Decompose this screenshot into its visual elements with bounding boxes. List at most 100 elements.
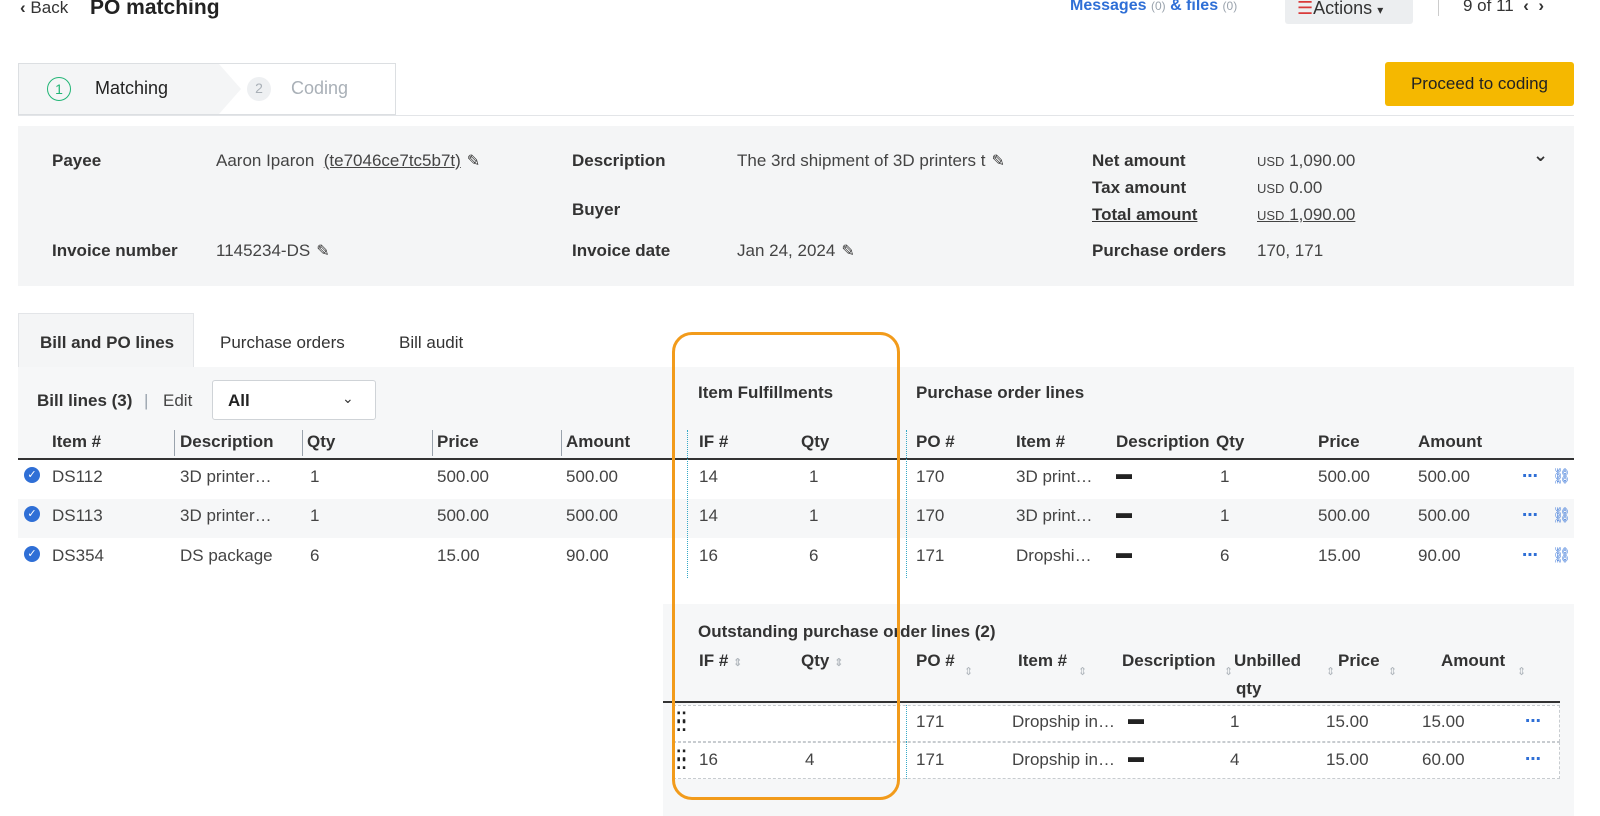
- cell-if-qty: 1: [809, 467, 819, 486]
- cell-po-amount: 500.00: [1418, 506, 1470, 525]
- cell-amount: 500.00: [566, 506, 618, 525]
- description-value: The 3rd shipment of 3D printers t ✎: [737, 151, 1005, 171]
- messages-count: (0): [1150, 0, 1166, 13]
- cell-if-qty: 1: [809, 506, 819, 525]
- tax-amount-value: USD 0.00: [1257, 178, 1322, 198]
- cell-if: 16: [699, 546, 718, 565]
- col-out-qty-label: Qty: [801, 651, 830, 670]
- col-out-if-label: IF #: [699, 651, 729, 670]
- edit-payee-icon[interactable]: ✎: [466, 153, 481, 170]
- fulfillment-divider: [687, 430, 688, 578]
- col-out-price[interactable]: Price: [1338, 651, 1380, 670]
- more-icon[interactable]: ⋯: [1522, 468, 1539, 485]
- prev-icon[interactable]: ‹: [1523, 0, 1529, 15]
- col-divider: [432, 430, 433, 456]
- edit-invoice-date-icon[interactable]: ✎: [841, 243, 855, 260]
- cell-po-qty: 1: [1220, 506, 1230, 525]
- col-out-amount[interactable]: Amount: [1441, 651, 1506, 670]
- messages-files-link[interactable]: Messages (0) & files (0): [1070, 0, 1237, 15]
- currency: USD: [1257, 181, 1285, 196]
- cell-out-item: Dropship in…: [1012, 712, 1115, 731]
- step-arrow: [219, 64, 241, 114]
- tab-bill-audit[interactable]: Bill audit: [399, 333, 464, 352]
- more-icon[interactable]: ⋯: [1522, 507, 1539, 524]
- tax-amount: 0.00: [1289, 178, 1323, 197]
- col-po-price: Price: [1318, 432, 1360, 451]
- cell-po-item: Dropshi…: [1016, 546, 1092, 565]
- step2-label[interactable]: Coding: [291, 78, 349, 98]
- col-out-po[interactable]: PO #: [916, 651, 955, 670]
- total-amount-label[interactable]: Total amount: [1092, 205, 1198, 224]
- unlink-icon[interactable]: ⛓: [1552, 507, 1572, 524]
- matched-check-icon: ✓: [24, 467, 40, 483]
- back-link[interactable]: ‹ Back: [20, 0, 68, 18]
- col-price: Price: [437, 432, 479, 451]
- table-row[interactable]: [18, 538, 1574, 577]
- outstanding-row[interactable]: [673, 705, 1560, 742]
- sort-icon: ⇕: [1517, 666, 1527, 678]
- menu-icon: ☰: [1297, 0, 1314, 18]
- col-amount: Amount: [566, 432, 631, 451]
- sort-icon: ⇕: [1224, 666, 1234, 678]
- more-icon[interactable]: ⋯: [1525, 751, 1542, 768]
- cell-out-unbilled: 4: [1230, 750, 1240, 769]
- drag-handle-icon[interactable]: ⁚⁚ ⁚⁚: [676, 747, 687, 772]
- col-out-description[interactable]: Description: [1122, 651, 1216, 670]
- cell-po-item: 3D print…: [1016, 506, 1093, 525]
- edit-link[interactable]: Edit: [163, 391, 193, 410]
- description-label: Description: [572, 151, 666, 170]
- proceed-to-coding-button[interactable]: Proceed to coding: [1385, 62, 1574, 106]
- sort-icon: ⇕: [1326, 666, 1336, 678]
- outstanding-row[interactable]: [673, 742, 1560, 779]
- cell-po-qty: 1: [1220, 467, 1230, 486]
- pager: 9 of 11 ‹ ›: [1438, 0, 1544, 16]
- unlink-icon[interactable]: ⛓: [1552, 547, 1572, 564]
- net-amount: 1,090.00: [1289, 151, 1356, 170]
- invoice-date-label: Invoice date: [572, 241, 671, 260]
- table-row[interactable]: [18, 499, 1574, 538]
- page-title: PO matching: [90, 0, 220, 19]
- sort-icon: ⇕: [964, 666, 974, 678]
- col-out-if[interactable]: IF # ⇕: [699, 651, 742, 671]
- cell-qty: 1: [310, 506, 320, 525]
- more-icon[interactable]: ⋯: [1525, 713, 1542, 730]
- col-out-item[interactable]: Item #: [1018, 651, 1068, 670]
- buyer-label: Buyer: [572, 200, 621, 219]
- matched-check-icon: ✓: [24, 546, 40, 562]
- cell-po-qty: 6: [1220, 546, 1230, 565]
- cell-if-qty: 6: [809, 546, 819, 565]
- edit-description-icon[interactable]: ✎: [991, 153, 1005, 170]
- files-count: (0): [1222, 0, 1238, 13]
- invoice-number-label: Invoice number: [52, 241, 178, 260]
- total-amount-value[interactable]: USD 1,090.00: [1257, 205, 1355, 225]
- actions-button[interactable]: ☰Actions ▾: [1285, 0, 1413, 24]
- tab-bill-and-po-lines[interactable]: [18, 313, 194, 367]
- edit-invoice-number-icon[interactable]: ✎: [316, 243, 330, 260]
- cell-out-amount: 60.00: [1422, 750, 1465, 769]
- cell-po-price: 500.00: [1318, 506, 1370, 525]
- cell-description: 3D printer…: [180, 467, 272, 486]
- cell-out-unbilled: 1: [1230, 712, 1240, 731]
- invoice-number: 1145234-DS: [216, 241, 311, 260]
- next-icon[interactable]: ›: [1538, 0, 1544, 15]
- cell-out-po: 171: [916, 750, 945, 769]
- drag-handle-icon[interactable]: ⁚⁚ ⁚⁚: [676, 709, 687, 734]
- cell-po-amount: 90.00: [1418, 546, 1461, 565]
- col-po-item: Item #: [1016, 432, 1066, 451]
- invoice-summary: [18, 126, 1574, 286]
- payee-id-link[interactable]: (te7046ce7tc5b7t): [323, 151, 461, 170]
- more-icon[interactable]: ⋯: [1522, 547, 1539, 564]
- cell-description: DS package: [180, 546, 273, 565]
- highlight-box: [672, 332, 900, 800]
- table-row[interactable]: [18, 460, 1574, 499]
- filter-select[interactable]: [212, 380, 376, 420]
- tab-purchase-orders[interactable]: Purchase orders: [220, 333, 345, 352]
- col-item: Item #: [52, 432, 102, 451]
- cell-amount: 90.00: [566, 546, 609, 565]
- cell-out-item: Dropship in…: [1012, 750, 1115, 769]
- col-out-qty[interactable]: Qty ⇕: [801, 651, 843, 671]
- unlink-icon[interactable]: ⛓: [1552, 468, 1572, 485]
- col-out-unbilled[interactable]: Unbilled: [1234, 651, 1302, 670]
- bill-lines-title: Bill lines (3): [37, 391, 133, 410]
- collapse-chevron-icon[interactable]: ⌄: [1533, 145, 1549, 165]
